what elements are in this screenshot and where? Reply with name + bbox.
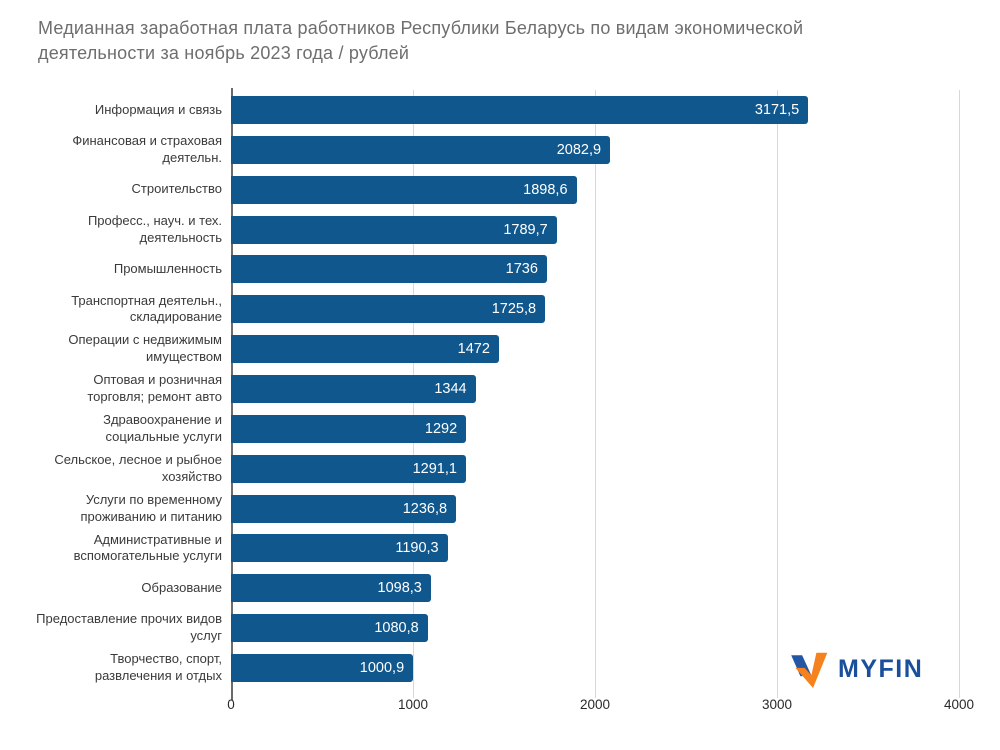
bar: 1898,6: [231, 175, 577, 204]
category-label: Професс., науч. и тех. деятельность: [87, 212, 222, 245]
bar-track: 1472: [231, 329, 959, 369]
bar-track: 3171,5: [231, 90, 959, 130]
chart-row: Промышленность 1736: [36, 249, 959, 289]
gridline-4000: [959, 90, 960, 698]
x-tick-label-3000: 3000: [761, 697, 793, 712]
gridline-3000: [777, 90, 778, 698]
category-label: Образование: [141, 579, 222, 595]
bar: 1736: [231, 255, 547, 284]
category-label: Предоставление прочих видов услуг: [36, 611, 222, 644]
x-tick-label-4000: 4000: [943, 697, 975, 712]
chart-row: Сельское, лесное и рыбное хозяйство 1291,…: [36, 449, 959, 489]
category-label: Промышленность: [113, 261, 222, 277]
myfin-logo-icon: [787, 647, 829, 692]
category-label: Операции с недвижимым имуществом: [68, 332, 222, 365]
bar-track: 1080,8: [231, 608, 959, 648]
bar-track: 1236,8: [231, 489, 959, 529]
bar: 1190,3: [231, 534, 448, 563]
chart-row: Транспортная деятельн., складирование 172…: [36, 289, 959, 329]
bar-value-label: 2082,9: [556, 141, 602, 158]
chart-row: Образование 1098,3: [36, 568, 959, 608]
bar-track: 1190,3: [231, 528, 959, 568]
bar-track: 1789,7: [231, 210, 959, 250]
chart-row: Оптовая и розничная торговля; ремонт авт…: [36, 369, 959, 409]
bar-value-label: 1789,7: [503, 221, 548, 238]
bar-track: 1898,6: [231, 170, 959, 210]
bar-value-label: 1292: [424, 420, 458, 437]
bar-track: 2082,9: [231, 130, 959, 170]
category-label: Административные и вспомогательные услуг…: [73, 531, 222, 564]
bar-track: 1000,9: [231, 648, 959, 688]
bar-value-label: 1190,3: [395, 540, 439, 557]
chart-row: Операции с недвижимым имуществом 1472: [36, 329, 959, 369]
chart-row: Предоставление прочих видов услуг 1080,8: [36, 608, 959, 648]
chart-row: Здравоохранение и социальные услуги 1292: [36, 409, 959, 449]
bar: 3171,5: [231, 95, 809, 124]
x-axis: 0 1000 2000 3000 4000: [227, 695, 974, 719]
bar: 1789,7: [231, 215, 557, 244]
bar: 1291,1: [231, 454, 466, 483]
bar-track: 1291,1: [231, 449, 959, 489]
chart-row: Професс., науч. и тех. деятельность 1789,…: [36, 210, 959, 250]
bar: 1098,3: [231, 574, 431, 603]
bar: 1000,9: [231, 653, 414, 682]
bar-track: 1098,3: [231, 568, 959, 608]
category-label: Услуги по временному проживанию и питани…: [80, 491, 222, 524]
category-label: Сельское, лесное и рыбное хозяйство: [54, 452, 222, 484]
chart-row: Строительство 1898,6: [36, 170, 959, 210]
chart-title: Медианная заработная плата работников Ре…: [38, 18, 804, 63]
bar-track: 1725,8: [231, 289, 959, 329]
bar-value-label: 3171,5: [754, 101, 800, 118]
category-label: Творчество, спорт, развлечения и отдых: [94, 651, 222, 683]
bar-value-label: 1736: [505, 261, 538, 278]
chart-row: Информация и связь 3171,5: [36, 90, 959, 130]
myfin-brand: MYFIN: [787, 645, 928, 694]
bar-value-label: 1098,3: [377, 580, 422, 597]
myfin-logo-text: MYFIN: [838, 655, 924, 683]
bar: 1472: [231, 335, 499, 364]
category-label: Транспортная деятельн., складирование: [71, 292, 222, 325]
bar-value-label: 1080,8: [374, 620, 419, 637]
category-label: Здравоохранение и социальные услуги: [103, 412, 222, 444]
bar: 1080,8: [231, 614, 428, 643]
bar-track: 1736: [231, 249, 959, 289]
category-label: Финансовая и страховая деятельн.: [72, 133, 222, 165]
x-tick-label-2000: 2000: [579, 697, 611, 712]
bar: 1725,8: [231, 295, 546, 324]
gridline-2000: [595, 90, 596, 698]
bar-chart: Информация и связь 3171,5 Финансовая и стр…: [36, 88, 974, 712]
bar-rows: Информация и связь 3171,5 Финансовая и стр…: [36, 90, 959, 688]
bar-value-label: 1236,8: [402, 500, 448, 517]
bar: 1236,8: [231, 494, 457, 523]
chart-row: Административные и вспомогательные услуг…: [36, 528, 959, 568]
bar-track: 1292: [231, 409, 959, 449]
chart-row: Финансовая и страховая деятельн. 2082,9: [36, 130, 959, 170]
x-tick-label-0: 0: [227, 697, 235, 712]
bar: 1292: [231, 414, 467, 443]
bar: 2082,9: [231, 135, 611, 164]
bar-track: 1344: [231, 369, 959, 409]
bar-value-label: 1725,8: [491, 301, 537, 318]
bar-value-label: 1291,1: [412, 460, 457, 477]
bar: 1344: [231, 374, 476, 403]
chart-row: Услуги по временному проживанию и питани…: [36, 489, 959, 529]
bar-value-label: 1898,6: [523, 181, 568, 198]
bar-value-label: 1344: [434, 380, 467, 397]
bar-value-label: 1000,9: [359, 659, 405, 676]
x-tick-label-1000: 1000: [397, 697, 429, 712]
bar-value-label: 1472: [457, 341, 490, 358]
category-label: Оптовая и розничная торговля; ремонт авт…: [87, 372, 222, 404]
category-label: Информация и связь: [94, 101, 222, 117]
logo-orange-stroke: [795, 652, 828, 688]
chart-row: Творчество, спорт, развлечения и отдых 10…: [36, 648, 959, 688]
category-label: Строительство: [131, 181, 222, 197]
